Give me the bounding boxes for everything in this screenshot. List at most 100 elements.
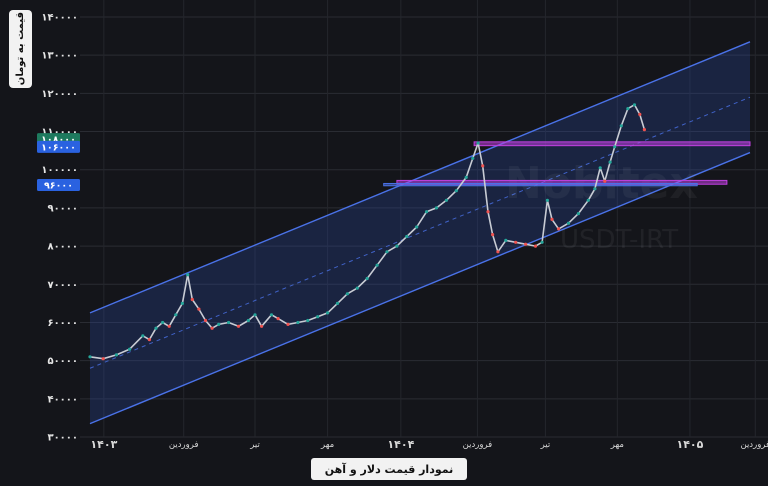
price-point-0-43 bbox=[471, 156, 475, 160]
price-point-0-30 bbox=[345, 292, 349, 296]
zone-2 bbox=[383, 182, 698, 187]
price-point-0-56 bbox=[557, 227, 561, 231]
price-point-0-40 bbox=[444, 198, 448, 202]
price-point-0-61 bbox=[598, 166, 602, 170]
price-point-0-2 bbox=[114, 353, 118, 357]
x-axis: ۱۴۰۳ فروردین تیر مهر ۱۴۰۴ فروردین تیر مهر ۱۴۰۵ فر… bbox=[90, 438, 768, 451]
y-tick-label-9: ۱۲۰۰۰۰ bbox=[41, 89, 78, 100]
price-point-0-20 bbox=[253, 313, 257, 317]
price-point-0-38 bbox=[425, 210, 429, 214]
price-point-0-68 bbox=[638, 112, 642, 116]
price-point-0-50 bbox=[514, 240, 518, 244]
symbol-label: USDT-IRT bbox=[560, 225, 678, 255]
price-point-0-23 bbox=[276, 317, 280, 321]
price-point-0-52 bbox=[533, 244, 538, 248]
chart-title: نمودار قیمت دلار و آهن bbox=[311, 458, 467, 480]
price-point-0-37 bbox=[415, 225, 419, 229]
price-point-0-15 bbox=[210, 326, 214, 330]
price-badge-label-0: ۱۰۸۰۰۰ bbox=[41, 135, 76, 146]
price-point-0-60 bbox=[593, 187, 597, 191]
x-tick-label-1: فروردین bbox=[169, 440, 199, 450]
price-point-0-21 bbox=[260, 324, 264, 328]
y-tick-label-6: ۹۰۰۰۰ bbox=[47, 203, 78, 214]
y-tick-label-0: ۳۰۰۰۰ bbox=[47, 433, 78, 444]
price-point-0-1 bbox=[101, 357, 105, 361]
price-point-0-53 bbox=[540, 240, 544, 244]
channel-lower-line bbox=[89, 151, 751, 425]
price-point-0-11 bbox=[186, 273, 190, 277]
price-point-0-63 bbox=[608, 160, 612, 164]
price-point-0-67 bbox=[632, 103, 637, 107]
y-tick-label-7: ۱۰۰۰۰۰ bbox=[41, 165, 78, 176]
price-point-0-59 bbox=[586, 198, 590, 202]
price-point-0-25 bbox=[296, 320, 300, 325]
x-tick-label-5: فروردین bbox=[463, 440, 493, 450]
price-point-0-44 bbox=[476, 141, 480, 145]
price-point-0-36 bbox=[405, 234, 409, 239]
price-point-0-8 bbox=[167, 324, 171, 328]
support-resistance-zones bbox=[383, 141, 751, 187]
price-badge-label-2: ۹۶۰۰۰ bbox=[44, 181, 73, 192]
x-tick-label-9: فروردین bbox=[740, 440, 768, 450]
y-tick-label-10: ۱۳۰۰۰۰ bbox=[41, 51, 78, 62]
price-point-0-26 bbox=[306, 318, 310, 323]
price-point-0-34 bbox=[385, 250, 389, 254]
y-axis: ۳۰۰۰۰ ۴۰۰۰۰ ۵۰۰۰۰ ۶۰۰۰۰ ۷۰۰۰۰ ۸۰۰۰۰ ۹۰۰۰۰ ۱۰۰۰۰… bbox=[41, 13, 78, 444]
y-tick-label-4: ۷۰۰۰۰ bbox=[47, 280, 78, 291]
price-point-0-28 bbox=[326, 311, 330, 315]
price-badge-2 bbox=[37, 179, 80, 191]
price-point-0-14 bbox=[203, 318, 208, 323]
y-tick-label-11: ۱۴۰۰۰۰ bbox=[41, 13, 78, 24]
x-tick-label-7: مهر bbox=[610, 440, 624, 450]
price-point-0-17 bbox=[227, 320, 231, 325]
price-point-0-51 bbox=[524, 242, 528, 246]
price-point-0-65 bbox=[619, 124, 623, 128]
price-point-0-32 bbox=[365, 276, 369, 281]
x-tick-label-2: تیر bbox=[249, 440, 260, 450]
price-point-0-19 bbox=[246, 318, 250, 323]
grid bbox=[80, 0, 768, 438]
y-tick-label-8: ۱۱۰۰۰۰ bbox=[41, 127, 78, 138]
x-tick-label-6: تیر bbox=[540, 440, 551, 450]
y-axis-title-box: قیمت به تومان bbox=[9, 10, 32, 88]
price-point-0-41 bbox=[454, 189, 458, 193]
price-line-0 bbox=[89, 104, 646, 360]
price-point-0-6 bbox=[154, 326, 158, 330]
price-point-0-13 bbox=[197, 307, 201, 311]
price-badge-1 bbox=[37, 140, 80, 153]
price-point-0-46 bbox=[486, 210, 490, 214]
price-point-0-64 bbox=[613, 145, 617, 149]
price-point-0-3 bbox=[128, 347, 132, 351]
price-point-0-39 bbox=[434, 206, 439, 210]
price-badge-label-1: ۱۰۶۰۰۰ bbox=[41, 142, 76, 153]
price-point-0-29 bbox=[335, 301, 340, 305]
x-tick-label-3: مهر bbox=[320, 440, 334, 450]
price-point-0-16 bbox=[217, 322, 221, 326]
price-point-0-35 bbox=[395, 244, 399, 248]
price-point-0-27 bbox=[316, 315, 320, 319]
price-point-0-55 bbox=[550, 217, 554, 221]
price-point-0-18 bbox=[236, 324, 241, 328]
price-point-0-66 bbox=[626, 107, 630, 111]
x-tick-label-4: ۱۴۰۴ bbox=[387, 438, 414, 451]
price-point-0-9 bbox=[174, 313, 178, 317]
price-point-0-4 bbox=[141, 334, 145, 338]
channel-fill bbox=[90, 41, 750, 424]
price-point-0-42 bbox=[464, 175, 468, 179]
y-tick-label-2: ۵۰۰۰۰ bbox=[47, 356, 78, 367]
price-point-0-57 bbox=[566, 221, 571, 225]
y-tick-label-5: ۸۰۰۰۰ bbox=[47, 242, 78, 253]
price-point-0-12 bbox=[190, 297, 194, 302]
price-point-0-49 bbox=[504, 238, 508, 242]
x-tick-label-8: ۱۴۰۵ bbox=[677, 438, 704, 451]
price-point-0-24 bbox=[286, 322, 290, 326]
zone-0 bbox=[473, 141, 751, 147]
price-point-0-62 bbox=[603, 179, 607, 183]
price-point-0-47 bbox=[491, 233, 495, 237]
price-series bbox=[88, 103, 647, 361]
price-point-0-48 bbox=[496, 250, 500, 254]
price-point-0-22 bbox=[269, 313, 274, 317]
channel-upper-line bbox=[89, 41, 751, 314]
